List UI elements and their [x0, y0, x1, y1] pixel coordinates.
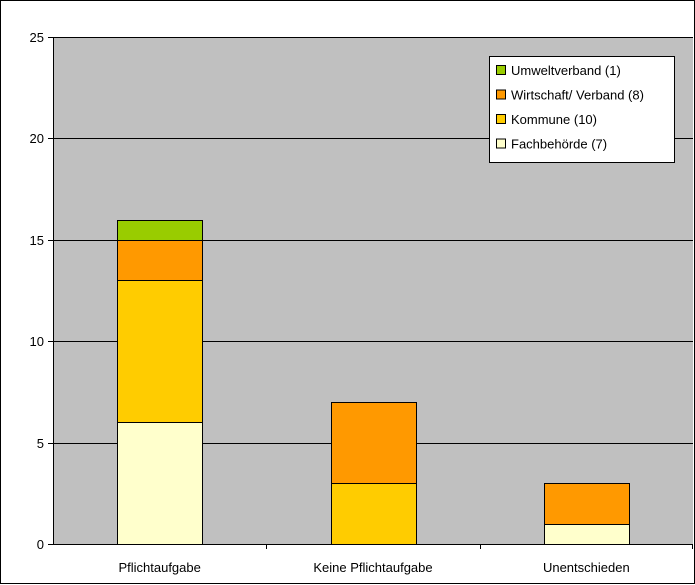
- legend-swatch: [496, 138, 506, 149]
- y-tick-label: 10: [30, 334, 44, 349]
- x-tick-label: Unentschieden: [543, 560, 630, 575]
- bar-segment: [117, 240, 203, 281]
- bar-segment: [117, 280, 203, 423]
- legend-label: Wirtschaft/ Verband (8): [511, 88, 644, 103]
- y-tick-label: 0: [37, 537, 44, 552]
- legend-label: Fachbehörde (7): [511, 137, 607, 152]
- bar-segment: [117, 422, 203, 545]
- y-tick-label: 15: [30, 233, 44, 248]
- legend-label: Umweltverband (1): [511, 63, 621, 78]
- legend-swatch: [496, 65, 506, 75]
- bar-segment: [544, 483, 630, 525]
- legend-label: Kommune (10): [511, 112, 597, 127]
- legend-swatch: [496, 114, 506, 124]
- bar-segment: [544, 524, 630, 545]
- y-tick-label: 25: [30, 30, 44, 45]
- y-tick-label: 5: [37, 436, 44, 451]
- x-tick-label: Pflichtaufgabe: [118, 560, 200, 575]
- bar-segment: [331, 483, 417, 545]
- legend-box: [489, 56, 675, 163]
- y-tick-label: 20: [30, 131, 44, 146]
- x-tick-label: Keine Pflichtaufgabe: [313, 560, 432, 575]
- bar-segment: [331, 402, 417, 484]
- bar-segment: [117, 220, 203, 241]
- legend-swatch: [496, 89, 506, 100]
